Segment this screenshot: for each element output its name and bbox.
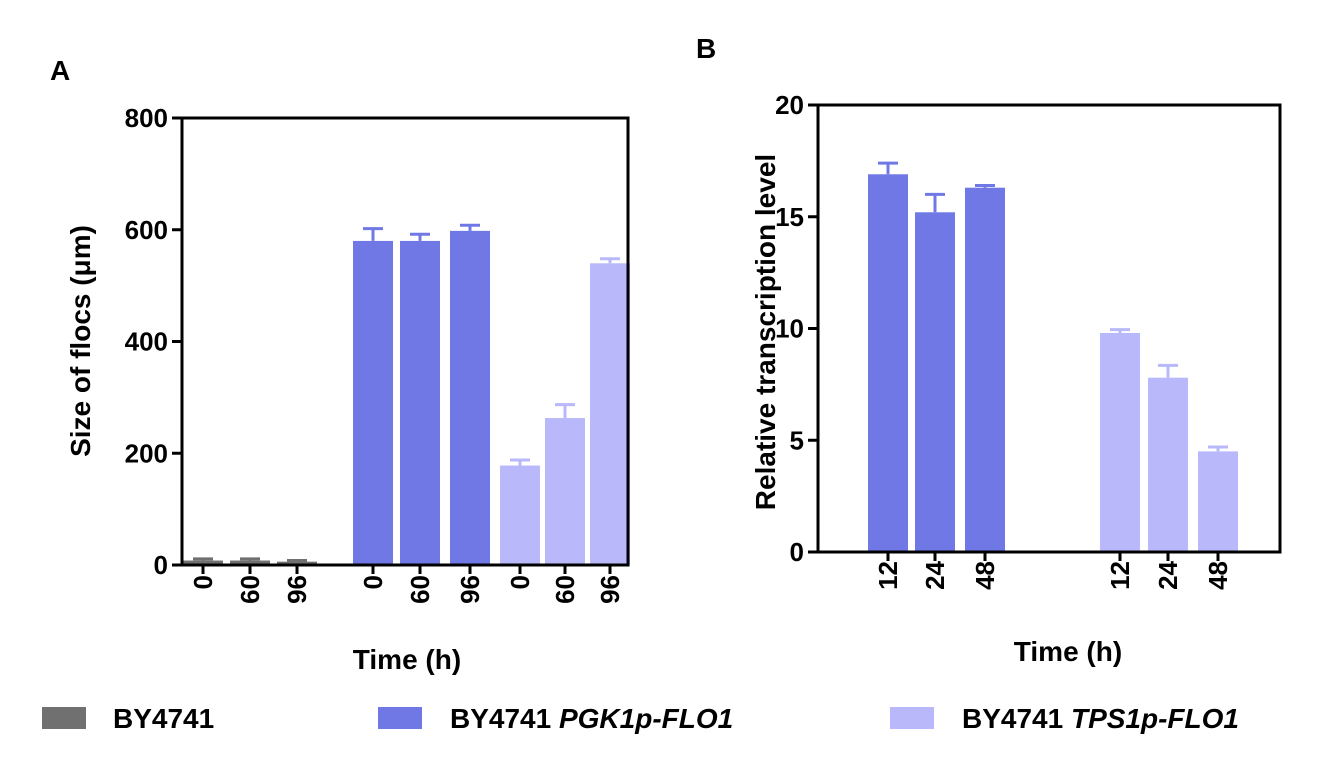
- panel-b-bar-TPS1p-12: [1100, 332, 1140, 552]
- legend-label-gene: TPS1p-FLO1: [1071, 703, 1239, 734]
- panel-a-xtick-label: 0: [505, 575, 535, 589]
- panel-a-errorbar-TPS1p-96: [600, 257, 620, 264]
- panel-b-xtick-label: 12: [1105, 561, 1135, 590]
- panel-b-bar-TPS1p-48: [1198, 451, 1238, 552]
- panel-a-label: A: [50, 55, 70, 86]
- panel-b-errorbar-PGK1p-24: [925, 192, 945, 213]
- panel-b-errorbar-PGK1p-48: [975, 183, 995, 188]
- panel-a-xtick-label: 96: [282, 575, 312, 604]
- panel-a-xtick-label: 0: [358, 575, 388, 589]
- panel-b-ytick-label: 5: [790, 425, 804, 455]
- panel-b-errorbar-TPS1p-48: [1208, 445, 1228, 452]
- panel-b-bar-PGK1p-48: [965, 187, 1005, 552]
- panel-a-xtick-label: 60: [235, 575, 265, 604]
- panel-a-xtick-label: 96: [455, 575, 485, 604]
- legend-swatch-TPS1p: [890, 707, 934, 729]
- panel-a-errorbar-BY4741-60: [240, 557, 260, 561]
- panel-a-ytick-label: 800: [125, 103, 168, 133]
- panel-a-errorbar-PGK1p-0: [363, 227, 383, 241]
- panel-a-errorbar-BY4741-0: [193, 557, 213, 561]
- panel-b-ytick-label: 15: [775, 202, 804, 232]
- panel-b-errorbar-PGK1p-12: [878, 161, 898, 175]
- panel-b-xtick-label: 12: [873, 561, 903, 590]
- panel-a-bar-PGK1p-96: [450, 230, 490, 565]
- panel-a-bar-BY4741-96: [277, 561, 317, 565]
- panel-b-errorbar-TPS1p-12: [1110, 328, 1130, 333]
- legend-label-base: BY4741: [450, 703, 559, 734]
- panel-a-bar-PGK1p-0: [353, 240, 393, 566]
- panel-a-errorbar-TPS1p-0: [510, 458, 530, 466]
- panel-a-bar-BY4741-60: [230, 560, 270, 565]
- panel-b-xtick-label: 48: [1203, 561, 1233, 590]
- panel-b-ylabel: Relative transcription level: [750, 154, 781, 510]
- panel-b-xlabel: Time (h): [1014, 636, 1122, 667]
- panel-b-label: B: [696, 33, 716, 64]
- panel-a-bar-BY4741-0: [183, 560, 223, 565]
- legend-label-PGK1p: BY4741 PGK1p-FLO1: [450, 703, 733, 734]
- panel-b-ytick-label: 10: [775, 314, 804, 344]
- panel-a-bar-TPS1p-96: [590, 263, 630, 565]
- panel-a-errorbar-PGK1p-96: [460, 223, 480, 231]
- legend-label-TPS1p: BY4741 TPS1p-FLO1: [962, 703, 1239, 734]
- legend-label-BY4741: BY4741: [113, 703, 214, 734]
- panel-a-xtick-label: 96: [595, 575, 625, 604]
- legend-swatch-BY4741: [42, 707, 86, 729]
- legend-label-base: BY4741: [113, 703, 214, 734]
- panel-a: A 0 60 96 0 60 96 0 60 96 0 200 400 600 800 Size of flo…: [50, 55, 630, 675]
- panel-b-bar-PGK1p-24: [915, 212, 955, 552]
- panel-a-ylabel: Size of flocs (μm): [65, 225, 96, 457]
- panel-a-xlabel: Time (h): [353, 644, 461, 675]
- panel-b-errorbar-TPS1p-24: [1158, 363, 1178, 378]
- panel-b-xtick-label: 24: [1153, 560, 1183, 589]
- panel-a-bar-TPS1p-60: [545, 418, 585, 565]
- panel-b-bar-PGK1p-12: [868, 174, 908, 552]
- panel-b-xtick-label: 24: [920, 560, 950, 589]
- panel-b-ytick-label: 20: [775, 90, 804, 120]
- panel-b: B 12 24 48 12 24 48 0 5 10 15 20 Relative transcript…: [696, 33, 1282, 667]
- panel-a-xtick-label: 60: [550, 575, 580, 604]
- legend-label-base: BY4741: [962, 703, 1071, 734]
- panel-a-errorbar-PGK1p-60: [410, 232, 430, 241]
- legend-label-gene: PGK1p-FLO1: [559, 703, 733, 734]
- panel-a-ytick-label: 0: [154, 550, 168, 580]
- panel-a-bar-PGK1p-60: [400, 240, 440, 566]
- panel-b-bar-TPS1p-24: [1148, 377, 1188, 552]
- legend-swatch-PGK1p: [378, 707, 422, 729]
- panel-a-xtick-label: 0: [188, 575, 218, 589]
- panel-a-ytick-label: 200: [125, 438, 168, 468]
- panel-b-xtick-label: 48: [970, 561, 1000, 590]
- panel-a-ytick-label: 600: [125, 215, 168, 245]
- panel-a-xtick-label: 60: [405, 575, 435, 604]
- panel-a-bar-TPS1p-0: [500, 465, 540, 565]
- panel-a-errorbar-TPS1p-60: [555, 403, 575, 419]
- legend: BY4741 BY4741 PGK1p-FLO1 BY4741 TPS1p-FLO1: [42, 703, 1239, 734]
- panel-a-ytick-label: 400: [125, 327, 168, 357]
- panel-b-ytick-label: 0: [790, 537, 804, 567]
- panel-a-errorbar-BY4741-96: [287, 559, 307, 563]
